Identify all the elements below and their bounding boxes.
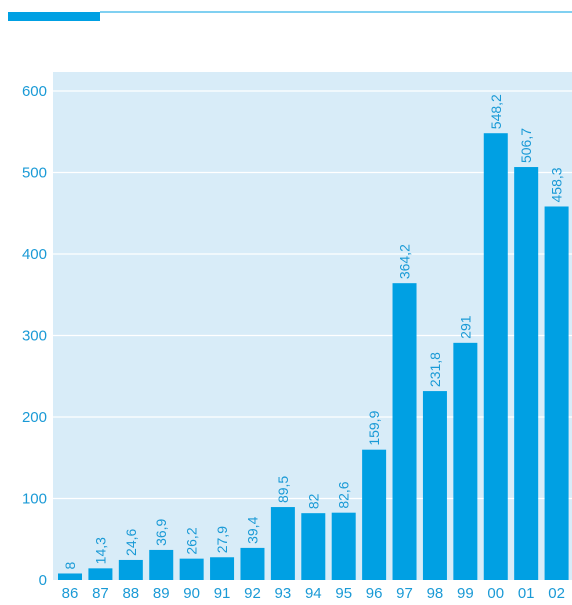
bar-89: [149, 549, 174, 580]
data-label-94: 82: [305, 493, 321, 509]
data-label-90: 26,2: [184, 527, 200, 554]
y-axis: 0 100 200 300 400 500 600: [22, 83, 47, 589]
bar-96: [362, 449, 387, 580]
data-label-02: 458,3: [549, 167, 565, 202]
data-label-93: 89,5: [275, 476, 291, 503]
x-tick-label-87: 87: [92, 585, 109, 602]
bar-01: [514, 167, 539, 581]
x-tick-label-96: 96: [366, 585, 383, 602]
bars: [58, 133, 569, 581]
data-labels: 8 14,3 24,6 36,9 26,2 27,9 39,4 89,5 82 82,6 159,9…: [62, 94, 565, 570]
data-label-98: 231,8: [427, 352, 443, 387]
bar-93: [270, 507, 295, 580]
x-tick-label-93: 93: [275, 585, 292, 602]
data-label-89: 36,9: [153, 518, 169, 545]
bar-00: [483, 133, 508, 581]
bar-91: [210, 557, 235, 580]
x-tick-label-94: 94: [305, 585, 322, 602]
x-tick-label-88: 88: [122, 585, 139, 602]
y-tick-label: 200: [22, 409, 47, 426]
bar-97: [392, 283, 417, 580]
y-tick-label: 400: [22, 246, 47, 263]
data-label-91: 27,9: [214, 526, 230, 553]
x-tick-label-89: 89: [153, 585, 170, 602]
x-tick-label-02: 02: [548, 585, 565, 602]
y-tick-label: 100: [22, 491, 47, 508]
bar-92: [240, 547, 265, 580]
bar-86: [58, 573, 82, 580]
data-label-87: 14,3: [92, 537, 108, 564]
bar-88: [118, 559, 143, 580]
y-tick-label: 600: [22, 83, 47, 100]
x-axis: 86 87 88 89 90 91 92 93 94 95 96 97 98 99 00 01 02: [62, 585, 565, 602]
x-tick-label-92: 92: [244, 585, 261, 602]
bar-98: [422, 391, 447, 580]
x-tick-label-91: 91: [214, 585, 231, 602]
bar-95: [331, 512, 356, 580]
x-tick-label-97: 97: [396, 585, 413, 602]
header-decoration: [8, 11, 572, 21]
x-tick-label-86: 86: [62, 585, 79, 602]
data-label-86: 8: [62, 561, 78, 569]
data-label-00: 548,2: [488, 94, 504, 129]
bar-87: [88, 568, 113, 580]
bar-99: [453, 342, 478, 580]
data-label-88: 24,6: [123, 528, 139, 555]
data-label-96: 159,9: [366, 410, 382, 445]
data-label-92: 39,4: [244, 516, 260, 543]
bar-94: [301, 513, 326, 580]
x-tick-label-00: 00: [487, 585, 504, 602]
y-tick-label: 300: [22, 328, 47, 345]
y-tick-label: 500: [22, 165, 47, 182]
x-tick-label-99: 99: [457, 585, 474, 602]
bar-90: [179, 558, 204, 580]
x-tick-label-01: 01: [518, 585, 535, 602]
data-label-95: 82,6: [336, 481, 352, 508]
x-tick-label-98: 98: [427, 585, 444, 602]
data-label-99: 291: [457, 315, 473, 339]
data-label-97: 364,2: [397, 244, 413, 279]
bar-02: [544, 206, 569, 580]
y-tick-label: 0: [39, 572, 47, 589]
x-tick-label-95: 95: [335, 585, 352, 602]
x-tick-label-90: 90: [183, 585, 200, 602]
data-label-01: 506,7: [518, 128, 534, 163]
header-accent-bar: [8, 12, 100, 21]
